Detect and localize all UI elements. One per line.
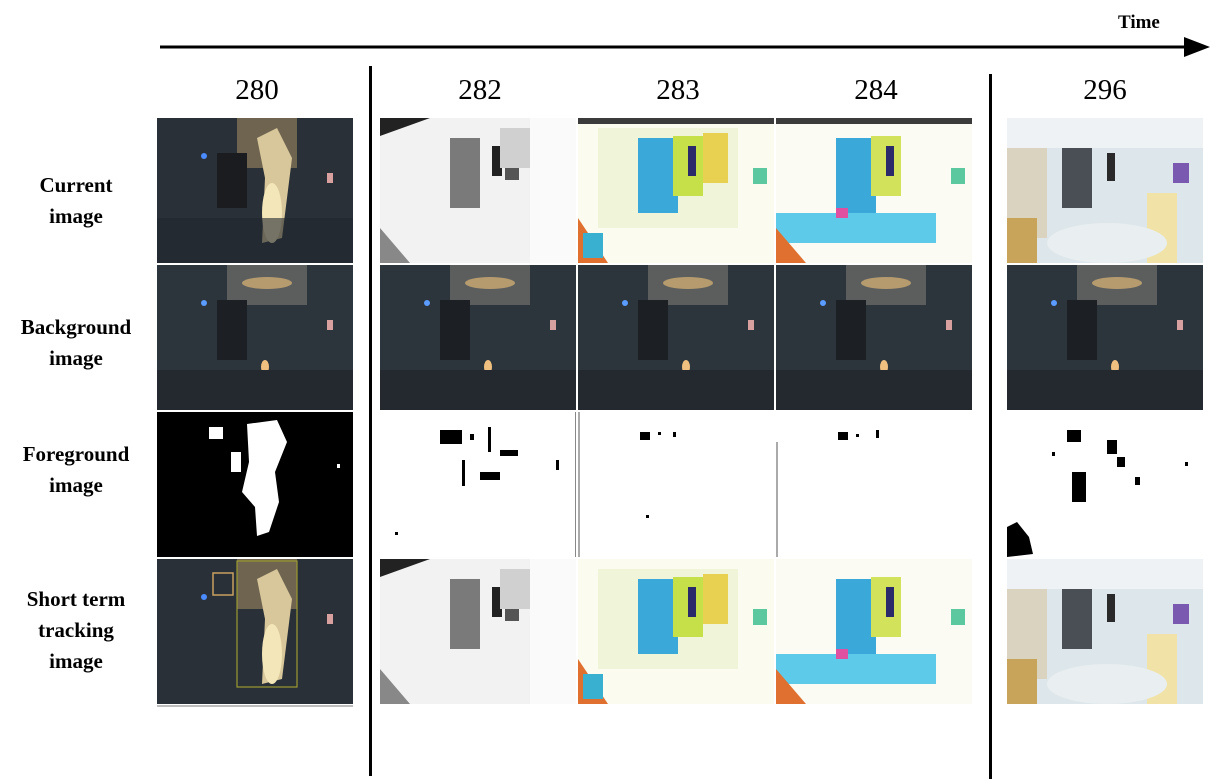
time-arrow	[160, 37, 1210, 57]
column-bottom-rule-280	[157, 705, 353, 707]
image-background-296	[1007, 265, 1203, 410]
image-tracking-282	[380, 559, 576, 704]
image-tracking-284	[776, 559, 972, 704]
separator-line-2	[989, 74, 992, 779]
image-foreground-296	[1007, 412, 1203, 557]
image-tracking-296	[1007, 559, 1203, 704]
image-current-283	[578, 118, 774, 263]
image-current-284	[776, 118, 972, 263]
image-background-284	[776, 265, 972, 410]
time-label: Time	[1118, 12, 1160, 33]
image-foreground-282	[380, 412, 576, 557]
row-label-tracking: Short term tracking image	[26, 587, 126, 673]
image-background-282	[380, 265, 576, 410]
image-foreground-280	[157, 412, 353, 557]
frame-number-283: 283	[656, 74, 700, 106]
image-current-280	[157, 118, 353, 263]
image-background-283	[578, 265, 774, 410]
image-tracking-280	[157, 559, 353, 704]
image-foreground-283	[578, 412, 774, 557]
frame-number-282: 282	[458, 74, 502, 106]
row-label-background: Background image	[20, 315, 132, 370]
row-label-foreground: Foreground image	[22, 442, 130, 497]
row-label-current: Current image	[39, 173, 113, 228]
separator-line-1	[369, 66, 372, 776]
image-current-282	[380, 118, 576, 263]
frame-number-280: 280	[235, 74, 279, 106]
image-tracking-283	[578, 559, 774, 704]
image-background-280	[157, 265, 353, 410]
frame-number-296: 296	[1083, 74, 1127, 106]
image-current-296	[1007, 118, 1203, 263]
frame-number-284: 284	[854, 74, 898, 106]
image-foreground-284	[776, 412, 972, 557]
